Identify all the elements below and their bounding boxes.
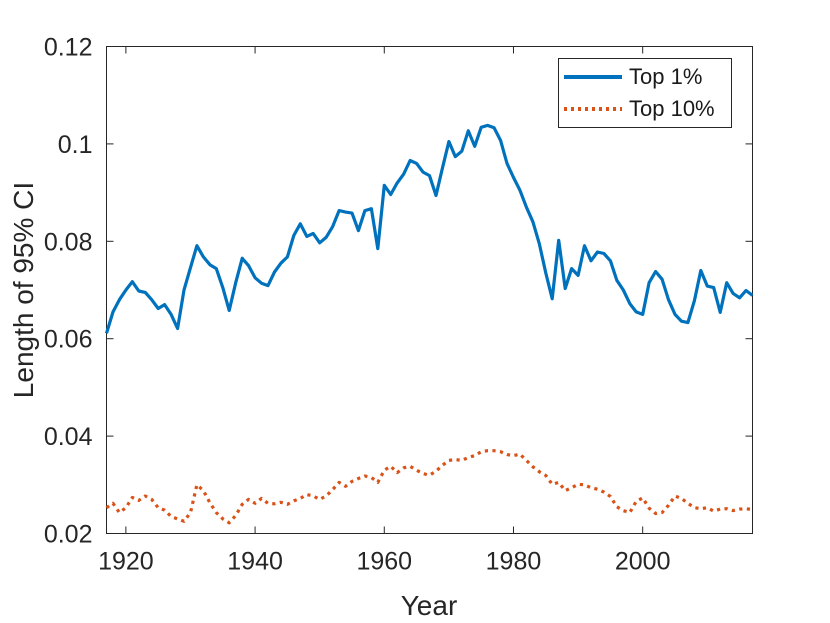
y-axis-label: Length of 95% CI [8, 181, 39, 399]
plot-border [106, 46, 753, 534]
x-tick-label: 1960 [356, 548, 412, 576]
legend-label: Top 1% [629, 63, 703, 89]
legend-item-top-1pct: Top 1% [559, 62, 731, 92]
y-tick-label: 0.1 [58, 131, 93, 159]
y-tick-label: 0.04 [44, 423, 93, 451]
x-tick-label: 1980 [486, 548, 542, 576]
x-tick-label: 2000 [615, 548, 671, 576]
y-tick-label: 0.08 [44, 228, 93, 256]
y-tick-label: 0.02 [44, 521, 93, 549]
series-line-top-10- [105, 449, 753, 525]
y-tick-label: 0.06 [44, 326, 93, 354]
y-tick-label: 0.12 [44, 34, 93, 62]
legend-line-sample-solid [564, 74, 622, 79]
legend-item-top-10pct: Top 10% [559, 94, 731, 124]
legend: Top 1% Top 10% [558, 58, 732, 128]
legend-line-sample-dotted [564, 107, 622, 112]
legend-label: Top 10% [629, 96, 715, 122]
x-tick-label: 1920 [98, 548, 154, 576]
series-line-top-1- [104, 123, 754, 334]
x-tick-label: 1940 [227, 548, 283, 576]
x-axis-label: Year [400, 590, 458, 621]
